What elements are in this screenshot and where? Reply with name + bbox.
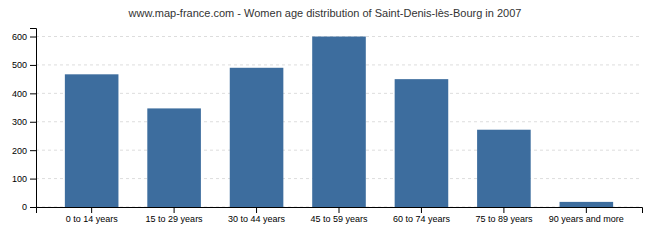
tick-mark — [91, 207, 92, 213]
tick: 300 — [12, 117, 36, 127]
bar — [395, 79, 449, 207]
bar — [65, 74, 119, 207]
tick-label: 30 to 44 years — [228, 214, 286, 224]
tick-mark — [30, 93, 36, 94]
tick-label: 75 to 89 years — [475, 214, 533, 224]
tick-label: 45 to 59 years — [310, 214, 368, 224]
tick-mark — [503, 207, 504, 213]
tick: 60 to 74 years — [393, 207, 451, 224]
tick-mark — [30, 65, 36, 66]
bar — [312, 37, 366, 207]
tick-mark — [586, 207, 587, 213]
title: www.map-france.com - Women age distribut… — [128, 7, 522, 19]
tick-mark — [256, 207, 257, 213]
tick-label: 0 — [22, 202, 27, 212]
tick: 600 — [12, 32, 36, 42]
tick: 400 — [12, 89, 36, 99]
tick-mark — [30, 37, 36, 38]
x-axis: 0 to 14 years 15 to 29 years 30 to 44 year… — [37, 207, 643, 224]
grid — [36, 37, 642, 207]
tick: 75 to 89 years — [475, 207, 533, 224]
tick-label: 600 — [12, 32, 27, 42]
tick-mark — [30, 122, 36, 123]
bar — [230, 68, 284, 207]
tick-label: 0 to 14 years — [66, 214, 119, 224]
axis-line — [37, 208, 643, 214]
tick-label: 15 to 29 years — [146, 214, 204, 224]
plot: 0 100 200 300 400 500 600 0 to 14 years 15 to 29… — [12, 29, 643, 225]
tick: 90 years and more — [549, 207, 624, 224]
tick: 500 — [12, 60, 36, 70]
bar — [560, 202, 614, 207]
tick: 15 to 29 years — [146, 207, 204, 224]
tick-label: 100 — [12, 174, 27, 184]
tick-mark — [30, 179, 36, 180]
axis-line — [30, 29, 37, 208]
tick-label: 300 — [12, 117, 27, 127]
tick-label: 400 — [12, 89, 27, 99]
tick-mark — [339, 207, 340, 213]
y-axis: 0 100 200 300 400 500 600 — [12, 29, 37, 213]
tick: 0 — [22, 202, 36, 212]
tick: 45 to 59 years — [310, 207, 368, 224]
tick-label: 200 — [12, 146, 27, 156]
chart: 0 100 200 300 400 500 600 0 to 14 years 15 to 29… — [0, 0, 650, 229]
tick-mark — [421, 207, 422, 213]
bar — [147, 108, 201, 207]
bars — [65, 37, 613, 207]
tick-mark — [174, 207, 175, 213]
tick: 100 — [12, 174, 36, 184]
tick-label: 90 years and more — [549, 214, 624, 224]
bar — [477, 130, 531, 207]
tick-mark — [30, 207, 36, 208]
tick: 30 to 44 years — [228, 207, 286, 224]
tick-label: 60 to 74 years — [393, 214, 451, 224]
tick-label: 500 — [12, 60, 27, 70]
tick-mark — [30, 150, 36, 151]
tick: 0 to 14 years — [66, 207, 119, 224]
tick: 200 — [12, 146, 36, 156]
